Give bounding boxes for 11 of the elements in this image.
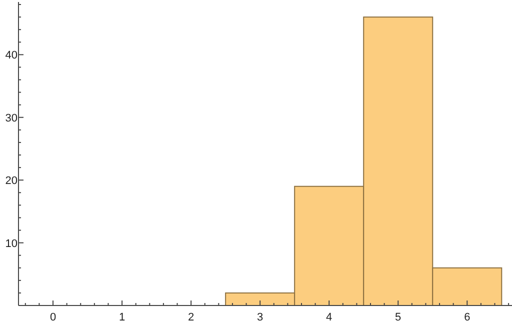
x-tick-label: 3 xyxy=(257,312,264,324)
x-tick-label: 0 xyxy=(50,312,56,324)
x-tick-label: 1 xyxy=(118,312,126,324)
x-tick-label: 5 xyxy=(395,312,402,324)
y-tick-label: 40 xyxy=(5,50,18,62)
y-tick-label: 10 xyxy=(5,238,18,250)
y-tick-label: 20 xyxy=(5,175,18,188)
y-tick-label: 30 xyxy=(5,112,18,124)
x-tick-label: 4 xyxy=(326,312,332,324)
x-tick-label: 2 xyxy=(188,312,194,324)
x-tick-label: 6 xyxy=(464,312,470,324)
